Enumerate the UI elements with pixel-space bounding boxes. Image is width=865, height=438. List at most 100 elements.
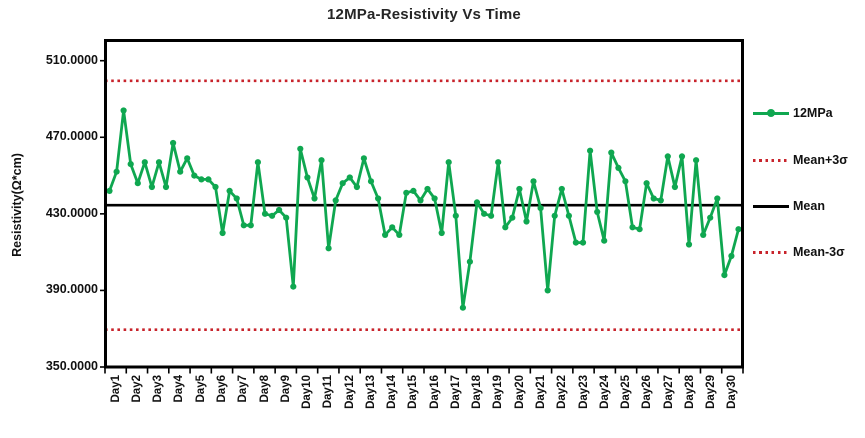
data-point-marker [127,161,134,168]
data-point-marker [473,199,481,206]
y-tick-label: 510.0000 [45,52,98,67]
data-point-marker [735,226,742,233]
data-point-marker [304,174,311,181]
data-point-marker [353,183,360,191]
legend-swatch-lower [753,250,789,254]
data-point-marker [530,178,537,185]
data-point-marker [382,231,389,238]
data-point-marker [721,272,728,279]
data-point-marker [346,174,353,181]
data-point-marker [587,147,594,154]
data-point-marker [269,212,276,219]
x-tick-label: Day10 [301,375,313,409]
data-point-marker [502,224,509,231]
data-point-marker [106,187,113,194]
data-point-marker [664,153,671,160]
legend-swatch-mean [753,204,789,208]
legend-marker-dot [767,109,775,117]
data-point-marker [396,231,403,238]
data-point-marker [615,164,622,171]
x-tick-label: Day1 [109,375,122,403]
plot-border [104,39,744,369]
data-point-marker [339,180,346,187]
data-point-marker [332,197,339,204]
data-point-marker [459,304,466,311]
x-tick-label: Day22 [556,375,569,409]
legend-item-lower: Mean-3σ [753,243,845,261]
x-tick-label: Day19 [492,375,505,409]
data-point-marker [240,222,247,229]
x-tick-label: Day13 [364,375,377,409]
data-point-marker [120,107,127,114]
data-point-marker [572,239,580,246]
legend-label: Mean-3σ [793,245,845,259]
x-tick-label: Day6 [216,375,228,403]
data-point-marker [452,212,459,219]
data-point-marker [360,155,367,162]
x-tick-label: Day5 [194,375,207,403]
x-tick-label: Day3 [152,375,165,403]
legend-swatch-series [753,109,789,117]
data-point-marker [290,283,297,290]
data-point-marker [516,185,523,193]
data-point-marker [155,159,163,166]
data-point-marker [311,195,318,202]
data-point-marker [700,231,707,238]
x-tick-label: Day24 [598,375,611,409]
data-point-marker [488,212,495,219]
data-point-marker [495,159,502,166]
data-point-marker [162,183,170,191]
data-point-marker [424,185,431,193]
data-point-marker [283,214,290,221]
data-point-marker [466,258,473,265]
data-point-marker [629,224,636,231]
legend-label: Mean [793,199,825,213]
x-tick-label: Day9 [279,375,292,403]
data-point-marker [551,212,558,219]
x-tick-label: Day29 [705,375,718,409]
chart-title: 12MPa-Resistivity Vs Time [327,6,521,23]
data-point-marker [410,187,417,194]
data-point-marker [601,237,608,244]
series-line [108,109,740,310]
reference-lines [105,79,743,331]
data-point-marker [212,183,219,191]
y-tick-label: 390.0000 [45,282,98,297]
legend-item-series: 12MPa [753,104,833,122]
data-point-marker [523,218,530,225]
x-tick-label: Day20 [513,375,526,409]
x-tick-label: Day16 [428,375,441,409]
data-point-marker [565,212,573,219]
data-point-marker [276,206,283,214]
data-point-marker [714,195,721,202]
data-point-marker [693,157,700,164]
data-point-marker [431,195,438,202]
data-point-marker [184,155,191,162]
data-point-marker [198,176,205,183]
data-point-marker [438,229,445,237]
data-point-marker [113,168,120,175]
data-point-marker [544,287,551,294]
legend-item-mean: Mean [753,197,825,215]
data-point-marker [177,168,184,175]
data-point-marker [141,159,148,166]
data-point-marker [375,195,382,202]
x-tick-label: Day12 [343,375,356,409]
x-tick-label: Day25 [620,375,632,409]
x-tick-label: Day21 [535,375,547,409]
data-point-marker [558,185,565,193]
data-point-marker [134,180,141,187]
data-point-marker [403,189,410,196]
data-point-marker [509,214,516,221]
axis-ticks [100,59,744,374]
y-tick-label: 350.0000 [45,359,98,373]
data-point-marker [297,145,304,152]
data-point-marker [389,224,396,231]
data-point-marker [170,139,177,147]
x-tick-label: Day4 [173,375,186,403]
data-point-marker [318,157,325,164]
data-point-marker [226,187,233,194]
x-tick-label: Day8 [258,375,271,403]
y-tick-label: 430.0000 [45,205,98,220]
